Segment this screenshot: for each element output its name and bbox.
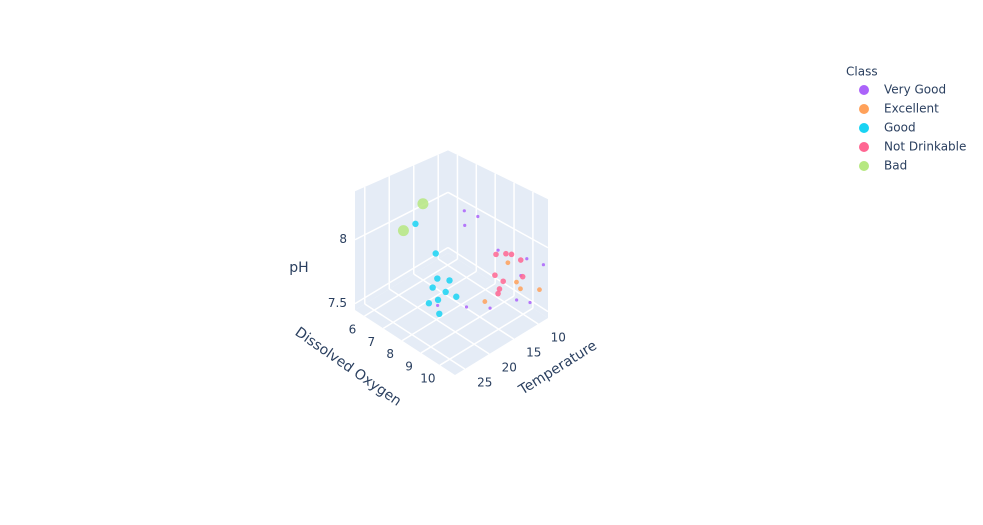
legend-label[interactable]: Not Drinkable [884,140,966,154]
grid-line [354,191,449,241]
y-tick-label: 8 [386,347,394,361]
x-tick-label: 20 [502,361,517,375]
legend-marker [859,142,869,152]
data-point [463,223,467,227]
floor [355,253,548,375]
grid-line [413,273,515,340]
x-tick-label: 15 [526,346,541,360]
legend-label[interactable]: Excellent [884,102,939,116]
data-point [528,300,532,305]
data-point [517,257,524,263]
data-point [525,257,529,261]
data-point [495,290,501,297]
data-point [537,287,542,293]
data-point [515,298,519,302]
data-point [482,299,488,304]
data-point [453,293,460,300]
data-point [464,305,469,309]
data-point [432,250,439,257]
grid-line [382,270,477,330]
data-point [518,286,523,292]
data-point [496,286,503,292]
data-point [541,263,546,267]
grid-line [388,288,490,355]
data-point [493,251,499,258]
grid-line [420,295,515,354]
grid-line [401,283,496,342]
data-point [397,225,409,237]
grid-line [364,303,466,370]
data-point [505,260,511,266]
legend-label[interactable]: Very Good [884,83,946,97]
data-point [417,198,429,210]
data-point [503,250,509,257]
grid-line [354,246,449,305]
y-tick-label: 10 [420,372,435,386]
data-point [514,279,519,285]
data-point [436,310,443,318]
data-point [434,275,441,282]
data-point [436,303,440,308]
y-tick-label: 9 [405,359,413,373]
grid-line [447,246,549,313]
grid-line [364,258,458,317]
z-tick-label: 8 [339,232,347,246]
data-point [462,209,466,213]
data-point [446,277,453,284]
legend-marker [859,85,869,95]
y-tick-label: 7 [367,335,375,349]
data-point [508,251,515,258]
data-point [425,300,433,307]
legend-label[interactable]: Good [884,121,916,135]
grid-line [447,191,549,249]
x-tick-label: 25 [477,376,492,390]
x-tick-label: 10 [551,331,566,345]
legend-marker [859,123,869,133]
data-point [412,220,419,228]
data-point [496,248,500,252]
data-point [519,273,526,280]
legend-label[interactable]: Bad [884,159,907,173]
legend-marker [859,161,869,171]
data-point [434,296,442,304]
legend-marker [859,104,869,114]
y-tick-label: 6 [349,323,357,337]
data-point [476,214,480,219]
z-tick-label: 7.5 [328,296,347,310]
grid-line [439,307,534,366]
data-point [492,272,498,279]
data-point [500,278,506,285]
z-axis-title: pH [289,260,308,276]
data-point [488,306,492,310]
grid-line [437,258,539,325]
data-point [442,288,449,296]
data-point [429,284,436,291]
legend-title: Class [846,65,878,79]
